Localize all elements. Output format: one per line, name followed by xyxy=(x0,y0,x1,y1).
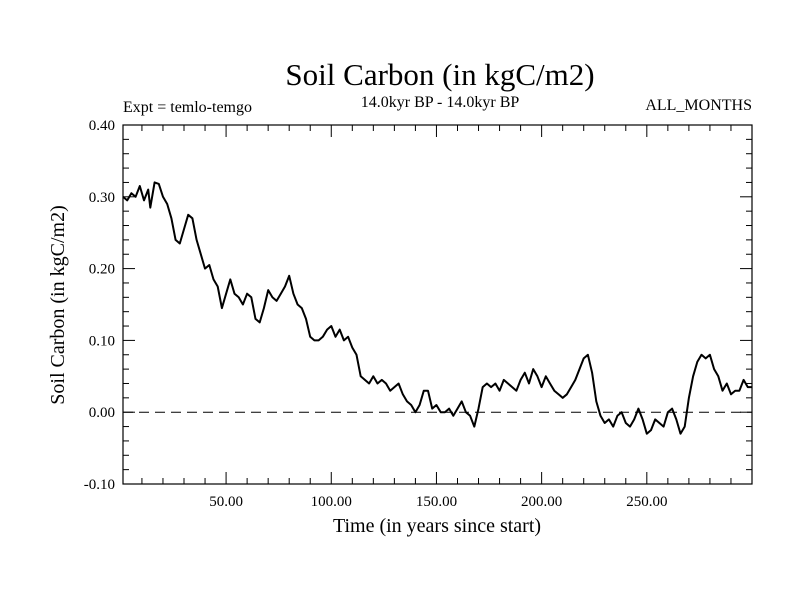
chart-subtitle: 14.0kyr BP - 14.0kyr BP xyxy=(361,94,520,111)
experiment-label: Expt = temlo-temgo xyxy=(123,99,252,116)
plot-border xyxy=(122,124,753,485)
y-tick-label: 0.40 xyxy=(89,118,115,134)
y-tick-label: 0.00 xyxy=(89,405,115,421)
major-ticks xyxy=(123,124,752,485)
x-axis-label: Time (in years since start) xyxy=(333,515,541,537)
y-axis-label: Soil Carbon (in kgC/m2) xyxy=(47,205,69,404)
minor-ticks xyxy=(123,125,752,484)
x-tick-label: 50.00 xyxy=(209,494,243,510)
x-tick-labels: 50.00 100.00 150.00 200.00 250.00 xyxy=(209,494,667,510)
y-tick-label: -0.10 xyxy=(84,477,115,493)
x-tick-label: 150.00 xyxy=(416,494,457,510)
x-tick-label: 200.00 xyxy=(521,494,562,510)
y-tick-label: 0.30 xyxy=(89,190,115,206)
y-tick-labels: -0.10 0.00 0.10 0.20 0.30 0.40 xyxy=(84,118,115,493)
series-group xyxy=(122,181,752,435)
y-tick-label: 0.20 xyxy=(89,262,115,278)
x-tick-label: 100.00 xyxy=(311,494,352,510)
x-tick-label: 250.00 xyxy=(626,494,667,510)
chart-title: Soil Carbon (in kgC/m2) xyxy=(285,57,594,92)
soil-carbon-series-line xyxy=(122,181,752,435)
months-label: ALL_MONTHS xyxy=(645,97,752,114)
y-tick-label: 0.10 xyxy=(89,333,115,349)
plot-frame xyxy=(122,124,753,485)
